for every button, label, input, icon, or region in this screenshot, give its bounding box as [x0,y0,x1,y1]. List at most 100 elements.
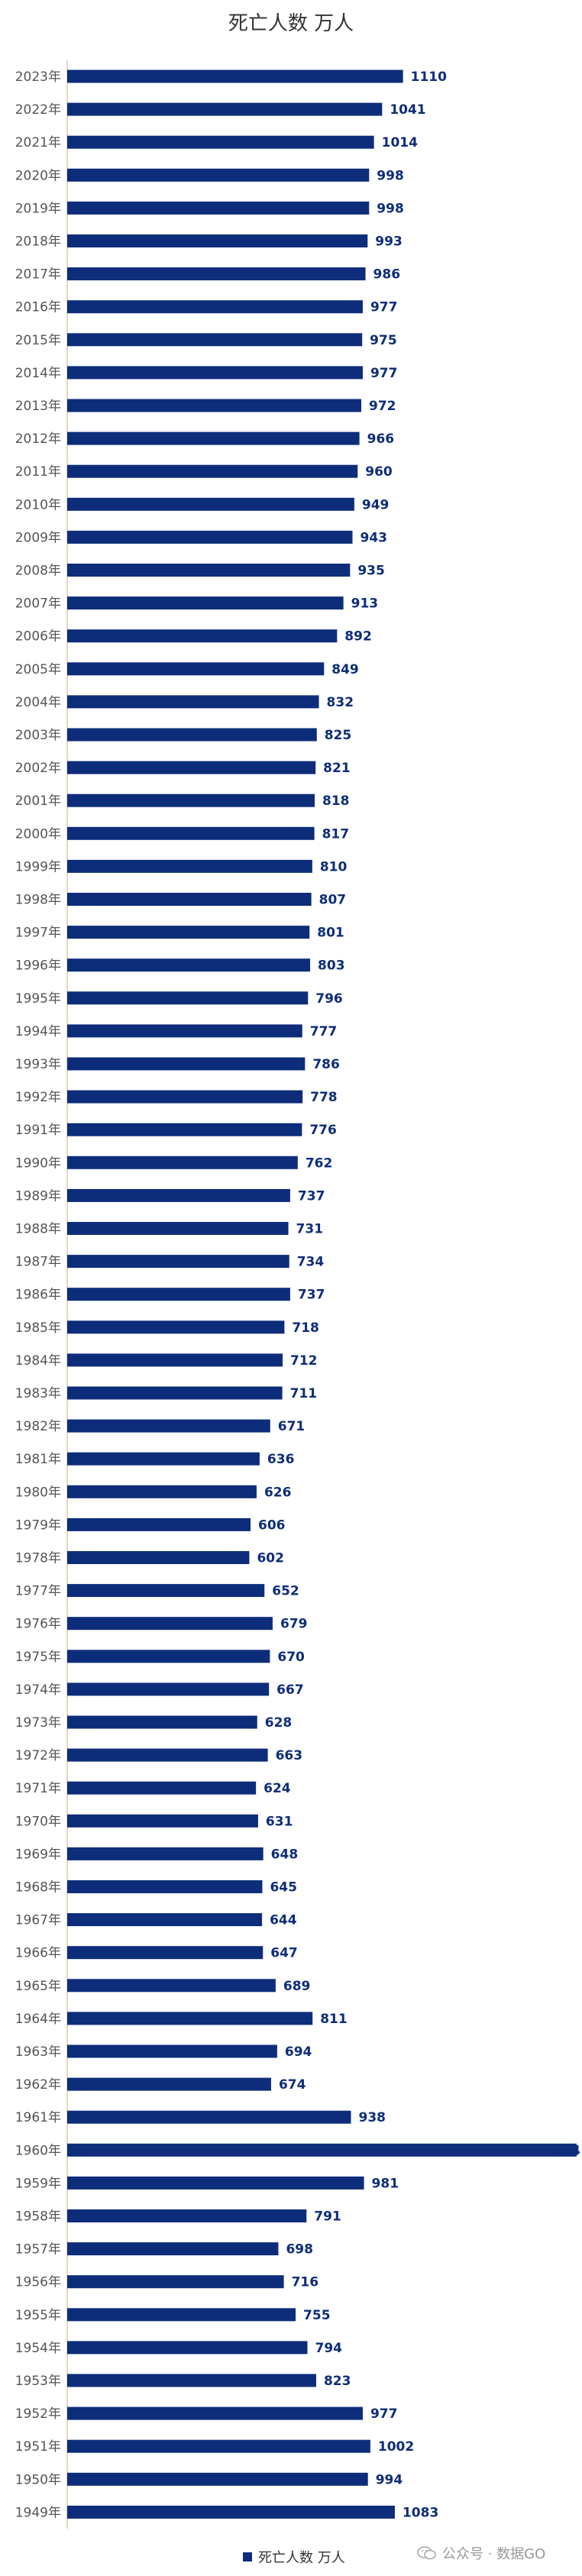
y-tick-label: 2008年 [15,564,61,579]
bar [67,1748,268,1762]
bar [67,2242,279,2256]
y-tick-label: 1964年 [15,2012,61,2027]
bar [67,728,317,742]
bar [67,2308,296,2322]
data-label: 671 [278,1419,306,1434]
y-tick-label: 1962年 [15,2077,61,2093]
bar [67,2209,307,2222]
data-label: 1002 [378,2439,414,2455]
bar [67,102,383,116]
y-tick-label: 1988年 [15,1222,61,1237]
y-tick-label: 1995年 [15,991,61,1007]
bar [67,1715,257,1729]
y-tick-label: 1997年 [15,926,61,941]
y-tick-label: 1952年 [15,2406,61,2422]
data-label: 977 [370,366,398,381]
y-tick-label: 1983年 [15,1386,61,1401]
data-label: 935 [357,564,385,579]
bar [67,69,403,83]
y-tick-label: 1999年 [15,859,61,874]
y-tick-label: 1987年 [15,1255,61,1270]
y-tick-label: 1960年 [15,2143,61,2158]
bar [67,761,316,774]
data-label: 776 [309,1123,337,1138]
y-tick-label: 2000年 [15,826,61,842]
legend-label: 死亡人数 万人 [258,2550,345,2566]
bar [67,2176,364,2190]
y-tick-label: 1955年 [15,2308,61,2323]
bar [67,1584,265,1598]
bar [67,1913,263,1927]
bar [67,793,315,807]
data-label: 674 [279,2077,306,2093]
bar [67,1979,276,1993]
data-label: 631 [266,1814,293,1829]
y-tick-label: 1953年 [15,2374,61,2389]
data-label: 807 [319,893,347,908]
bar [67,2374,316,2387]
y-tick-label: 1980年 [15,1485,61,1500]
legend: 死亡人数 万人 [243,2547,345,2567]
data-label: 938 [359,2110,386,2125]
y-tick-label: 2021年 [15,135,61,150]
y-tick-label: 1972年 [15,1748,61,1763]
bar [67,1814,258,1828]
data-label: 636 [267,1452,295,1467]
data-label: 821 [323,761,351,776]
y-tick-label: 2023年 [15,69,61,85]
data-label: 755 [303,2308,331,2323]
bar [67,991,309,1005]
y-tick-label: 2015年 [15,333,61,348]
bar [67,1123,302,1136]
y-tick-label: 1963年 [15,2044,61,2060]
y-tick-label: 1969年 [15,1847,61,1862]
y-tick-label: 2022年 [15,102,61,118]
bar [67,1386,283,1400]
bar [67,366,363,380]
y-tick-label: 1996年 [15,958,61,974]
data-label: 602 [257,1551,284,1566]
bar [67,2077,271,2091]
y-tick-label: 2018年 [15,234,61,250]
y-tick-label: 1967年 [15,1913,61,1928]
data-label: 818 [322,793,350,809]
bar [67,596,344,610]
data-label: 801 [317,926,344,941]
bar [67,1485,257,1498]
bar [67,2012,313,2025]
data-label: 737 [298,1188,325,1204]
data-label: 972 [369,399,396,414]
data-label: 823 [324,2374,351,2389]
bar [67,1551,250,1564]
y-tick-label: 1978年 [15,1551,61,1566]
bar [67,1419,270,1433]
watermark-text: 公众号 · 数据GO [442,2546,546,2562]
y-tick-label: 2003年 [15,728,61,743]
data-label: 966 [367,431,395,447]
data-label: 811 [320,2012,348,2027]
data-label: 712 [290,1353,318,1369]
bar [67,1880,263,1893]
data-label: 949 [362,497,390,512]
data-label: 628 [265,1715,293,1731]
data-label: 670 [277,1650,305,1665]
y-tick-label: 1949年 [15,2505,61,2520]
bar [67,1288,290,1301]
data-label: 762 [306,1155,333,1171]
bar [67,2472,368,2486]
y-tick-label: 2005年 [15,662,61,677]
bar [67,1946,264,1960]
y-tick-label: 2011年 [15,464,61,480]
bar [67,2406,363,2420]
y-tick-label: 1973年 [15,1715,61,1731]
data-label: 716 [292,2275,319,2290]
y-tick-label: 1950年 [15,2472,61,2487]
bar [67,1188,290,1202]
bar [67,1682,270,1696]
bar [67,168,370,182]
y-tick-label: 1970年 [15,1814,61,1829]
y-tick-label: 1979年 [15,1517,61,1533]
data-label: 810 [320,859,348,874]
data-label: 624 [264,1781,291,1796]
